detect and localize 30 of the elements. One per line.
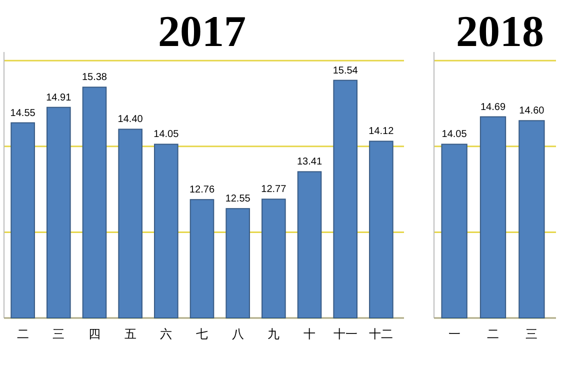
x-tick-label: 十一 xyxy=(333,327,358,341)
chart-title: 2017 xyxy=(158,7,246,56)
x-tick-label: 五 xyxy=(124,327,136,341)
x-tick-label: 十二 xyxy=(369,327,394,341)
x-tick-label: 十 xyxy=(304,327,316,341)
x-tick-label: 六 xyxy=(160,327,172,341)
data-label: 14.55 xyxy=(10,108,36,119)
data-label: 14.69 xyxy=(480,102,506,113)
x-tick-label: 九 xyxy=(268,327,280,341)
data-label: 13.41 xyxy=(296,156,322,168)
x-tick-label: 三 xyxy=(526,327,538,341)
data-label: 12.77 xyxy=(261,184,287,196)
x-tick-label: 四 xyxy=(88,327,100,341)
data-label: 12.55 xyxy=(225,194,251,205)
data-label: 14.40 xyxy=(118,114,144,126)
data-label: 15.38 xyxy=(82,72,108,84)
data-label: 14.12 xyxy=(368,126,394,138)
x-tick-label: 二 xyxy=(487,327,499,341)
x-tick-label: 三 xyxy=(52,327,65,341)
chart-title: 2018 xyxy=(456,7,544,56)
data-label: 14.91 xyxy=(46,92,72,104)
x-tick-label: 八 xyxy=(232,327,244,341)
data-label: 14.05 xyxy=(154,129,180,140)
x-tick-label: 二 xyxy=(16,327,29,341)
x-tick-label: 一 xyxy=(448,327,460,341)
data-label: 15.54 xyxy=(332,65,358,76)
data-label: 14.60 xyxy=(519,106,545,117)
data-label: 14.05 xyxy=(442,129,468,140)
x-tick-label: 七 xyxy=(196,327,208,341)
data-label: 12.76 xyxy=(189,184,215,196)
